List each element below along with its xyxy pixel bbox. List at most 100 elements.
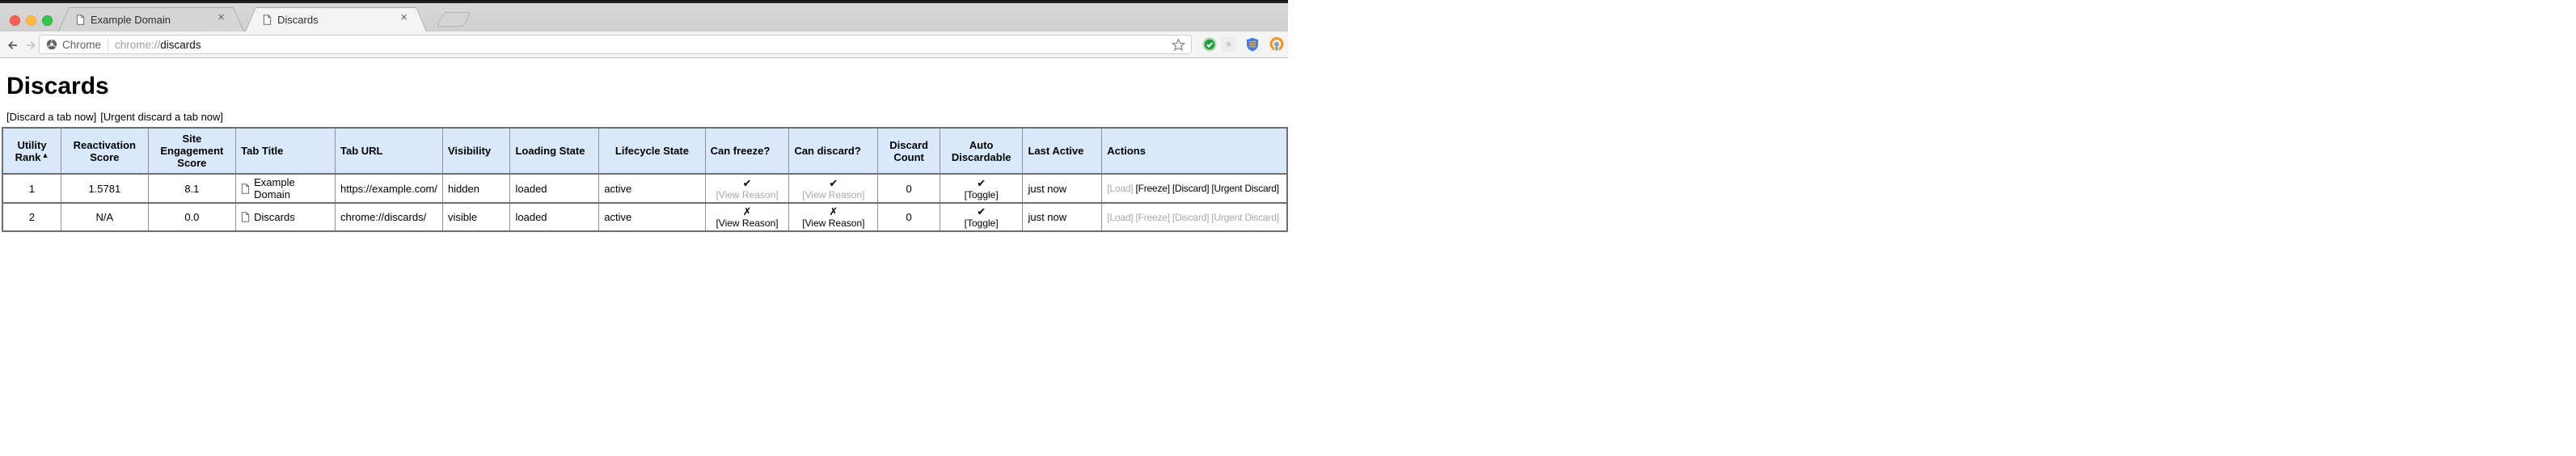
urgent-discard-link[interactable]: [Urgent Discard] [1211,183,1279,194]
col-lifecycle-state[interactable]: Lifecycle State [598,127,706,175]
col-actions[interactable]: Actions [1101,127,1288,175]
discard-link[interactable]: [Discard] [1172,211,1210,223]
url-host: discards [160,38,201,51]
check-mark-icon: ✔ [977,176,986,189]
reactivation-score-value: N/A [61,202,149,232]
tab-background [59,8,243,32]
col-tab-url[interactable]: Tab URL [334,127,443,175]
quick-links: [Discard a tab now] [Urgent discard a tab… [6,111,1288,123]
tab-strip: Example Domain × Discards × [0,3,1288,32]
actions-cell: [Load] [Freeze] [Discard] [Urgent Discard] [1101,173,1288,204]
extension-disabled-button[interactable]: ✱ [1222,37,1236,52]
tab-discards[interactable]: Discards × [245,7,427,32]
page-favicon-icon [241,212,250,222]
new-tab-button[interactable] [436,12,471,27]
freeze-link[interactable]: [Freeze] [1135,211,1170,223]
check-mark-icon: ✔ [829,176,838,189]
col-can-freeze[interactable]: Can freeze? [704,127,790,175]
close-tab-icon[interactable]: × [400,11,408,24]
browser-toolbar: ↻ Chrome chrome://discards ✱ [0,32,1288,58]
tab-title-cell: Discards [241,211,330,223]
tab-example-domain[interactable]: Example Domain × [58,7,244,32]
site-chip: Chrome [46,39,101,51]
utility-rank-value: 2 [2,202,62,232]
tab-background [246,8,426,32]
extension-vpn-button[interactable] [1269,37,1284,52]
close-tab-icon[interactable]: × [217,11,225,24]
lifecycle-state-value: active [598,202,706,232]
site-engagement-value: 8.1 [147,173,237,204]
discard-count-value: 0 [877,202,940,232]
can-discard-cell: ✔ [View Reason] [788,173,879,204]
green-check-icon [1202,37,1217,52]
shield-sliders-icon [1247,37,1258,52]
faded-asterisk-icon: ✱ [1225,40,1233,49]
minimize-window-button[interactable] [26,15,36,26]
bookmark-star-button[interactable] [1171,38,1186,56]
check-mark-icon: ✔ [977,205,986,217]
can-discard-cell: ✗ [View Reason] [788,202,879,232]
col-utility-rank[interactable]: Utility Rank▲ [2,127,62,175]
view-reason-link[interactable]: [View Reason] [802,217,865,229]
discard-count-value: 0 [877,173,940,204]
close-window-button[interactable] [10,15,20,26]
tab-title-value: Example Domain [254,176,295,201]
auto-discardable-cell: ✔ [Toggle] [939,173,1024,204]
load-link[interactable]: [Load] [1107,211,1134,223]
reactivation-score-value: 1.5781 [61,173,149,204]
extension-shield-button[interactable] [1245,37,1260,52]
page-content: Discards [Discard a tab now] [Urgent disc… [0,58,1288,232]
site-engagement-value: 0.0 [147,202,237,232]
tab-title: Example Domain [91,13,171,26]
chrome-logo-icon [46,39,57,50]
page-title: Discards [6,73,109,99]
check-mark-icon: ✔ [742,176,752,189]
last-active-value: just now [1022,173,1103,204]
col-can-discard[interactable]: Can discard? [788,127,879,175]
can-freeze-cell: ✗ [View Reason] [704,202,790,232]
load-link[interactable]: [Load] [1107,183,1134,194]
site-chip-label: Chrome [62,38,102,51]
view-reason-link[interactable]: [View Reason] [802,188,865,201]
header-row: Utility Rank▲ Reactivation Score Site En… [2,127,1288,175]
url-scheme: chrome:// [115,38,161,51]
extension-check-button[interactable] [1202,37,1217,52]
discard-link[interactable]: [Discard] [1172,183,1210,194]
toggle-link[interactable]: [Toggle] [964,188,999,201]
col-reactivation-score[interactable]: Reactivation Score [61,127,149,175]
tab-title-value: Discards [254,211,295,223]
last-active-value: just now [1022,202,1103,232]
back-button[interactable] [6,38,20,53]
col-tab-title[interactable]: Tab Title [235,127,336,175]
lifecycle-state-value: active [598,173,706,204]
zoom-window-button[interactable] [42,15,53,26]
col-visibility[interactable]: Visibility [441,127,511,175]
keyhole-icon [1269,37,1284,52]
page-favicon-icon [263,14,272,25]
freeze-link[interactable]: [Freeze] [1135,183,1170,194]
view-reason-link[interactable]: [View Reason] [716,188,779,201]
can-freeze-cell: ✔ [View Reason] [704,173,790,204]
window-top-edge [0,0,1288,3]
address-bar[interactable]: Chrome chrome://discards [39,35,1192,54]
x-mark-icon: ✗ [829,205,838,217]
x-mark-icon: ✗ [742,205,752,217]
star-icon [1171,38,1186,52]
tab-title-cell: Example Domain [241,176,330,201]
col-site-engagement-score[interactable]: Site Engagement Score [147,127,237,175]
back-arrow-icon [7,40,17,50]
tab-url-value: https://example.com/ [334,173,443,204]
discard-tab-now-link[interactable]: [Discard a tab now] [6,111,97,123]
col-discard-count[interactable]: Discard Count [877,127,940,175]
forward-button[interactable] [23,38,38,53]
view-reason-link[interactable]: [View Reason] [716,217,779,229]
col-loading-state[interactable]: Loading State [509,127,600,175]
tab-title: Discards [277,13,319,26]
toggle-link[interactable]: [Toggle] [964,217,999,229]
col-auto-discardable[interactable]: Auto Discardable [939,127,1024,175]
urgent-discard-link[interactable]: [Urgent Discard] [1211,211,1279,223]
urgent-discard-tab-now-link[interactable]: [Urgent discard a tab now] [100,111,224,123]
col-last-active[interactable]: Last Active [1022,127,1103,175]
visibility-value: hidden [441,173,511,204]
table-row: 1 1.5781 8.1 Example Domain https://exam… [2,173,1288,204]
